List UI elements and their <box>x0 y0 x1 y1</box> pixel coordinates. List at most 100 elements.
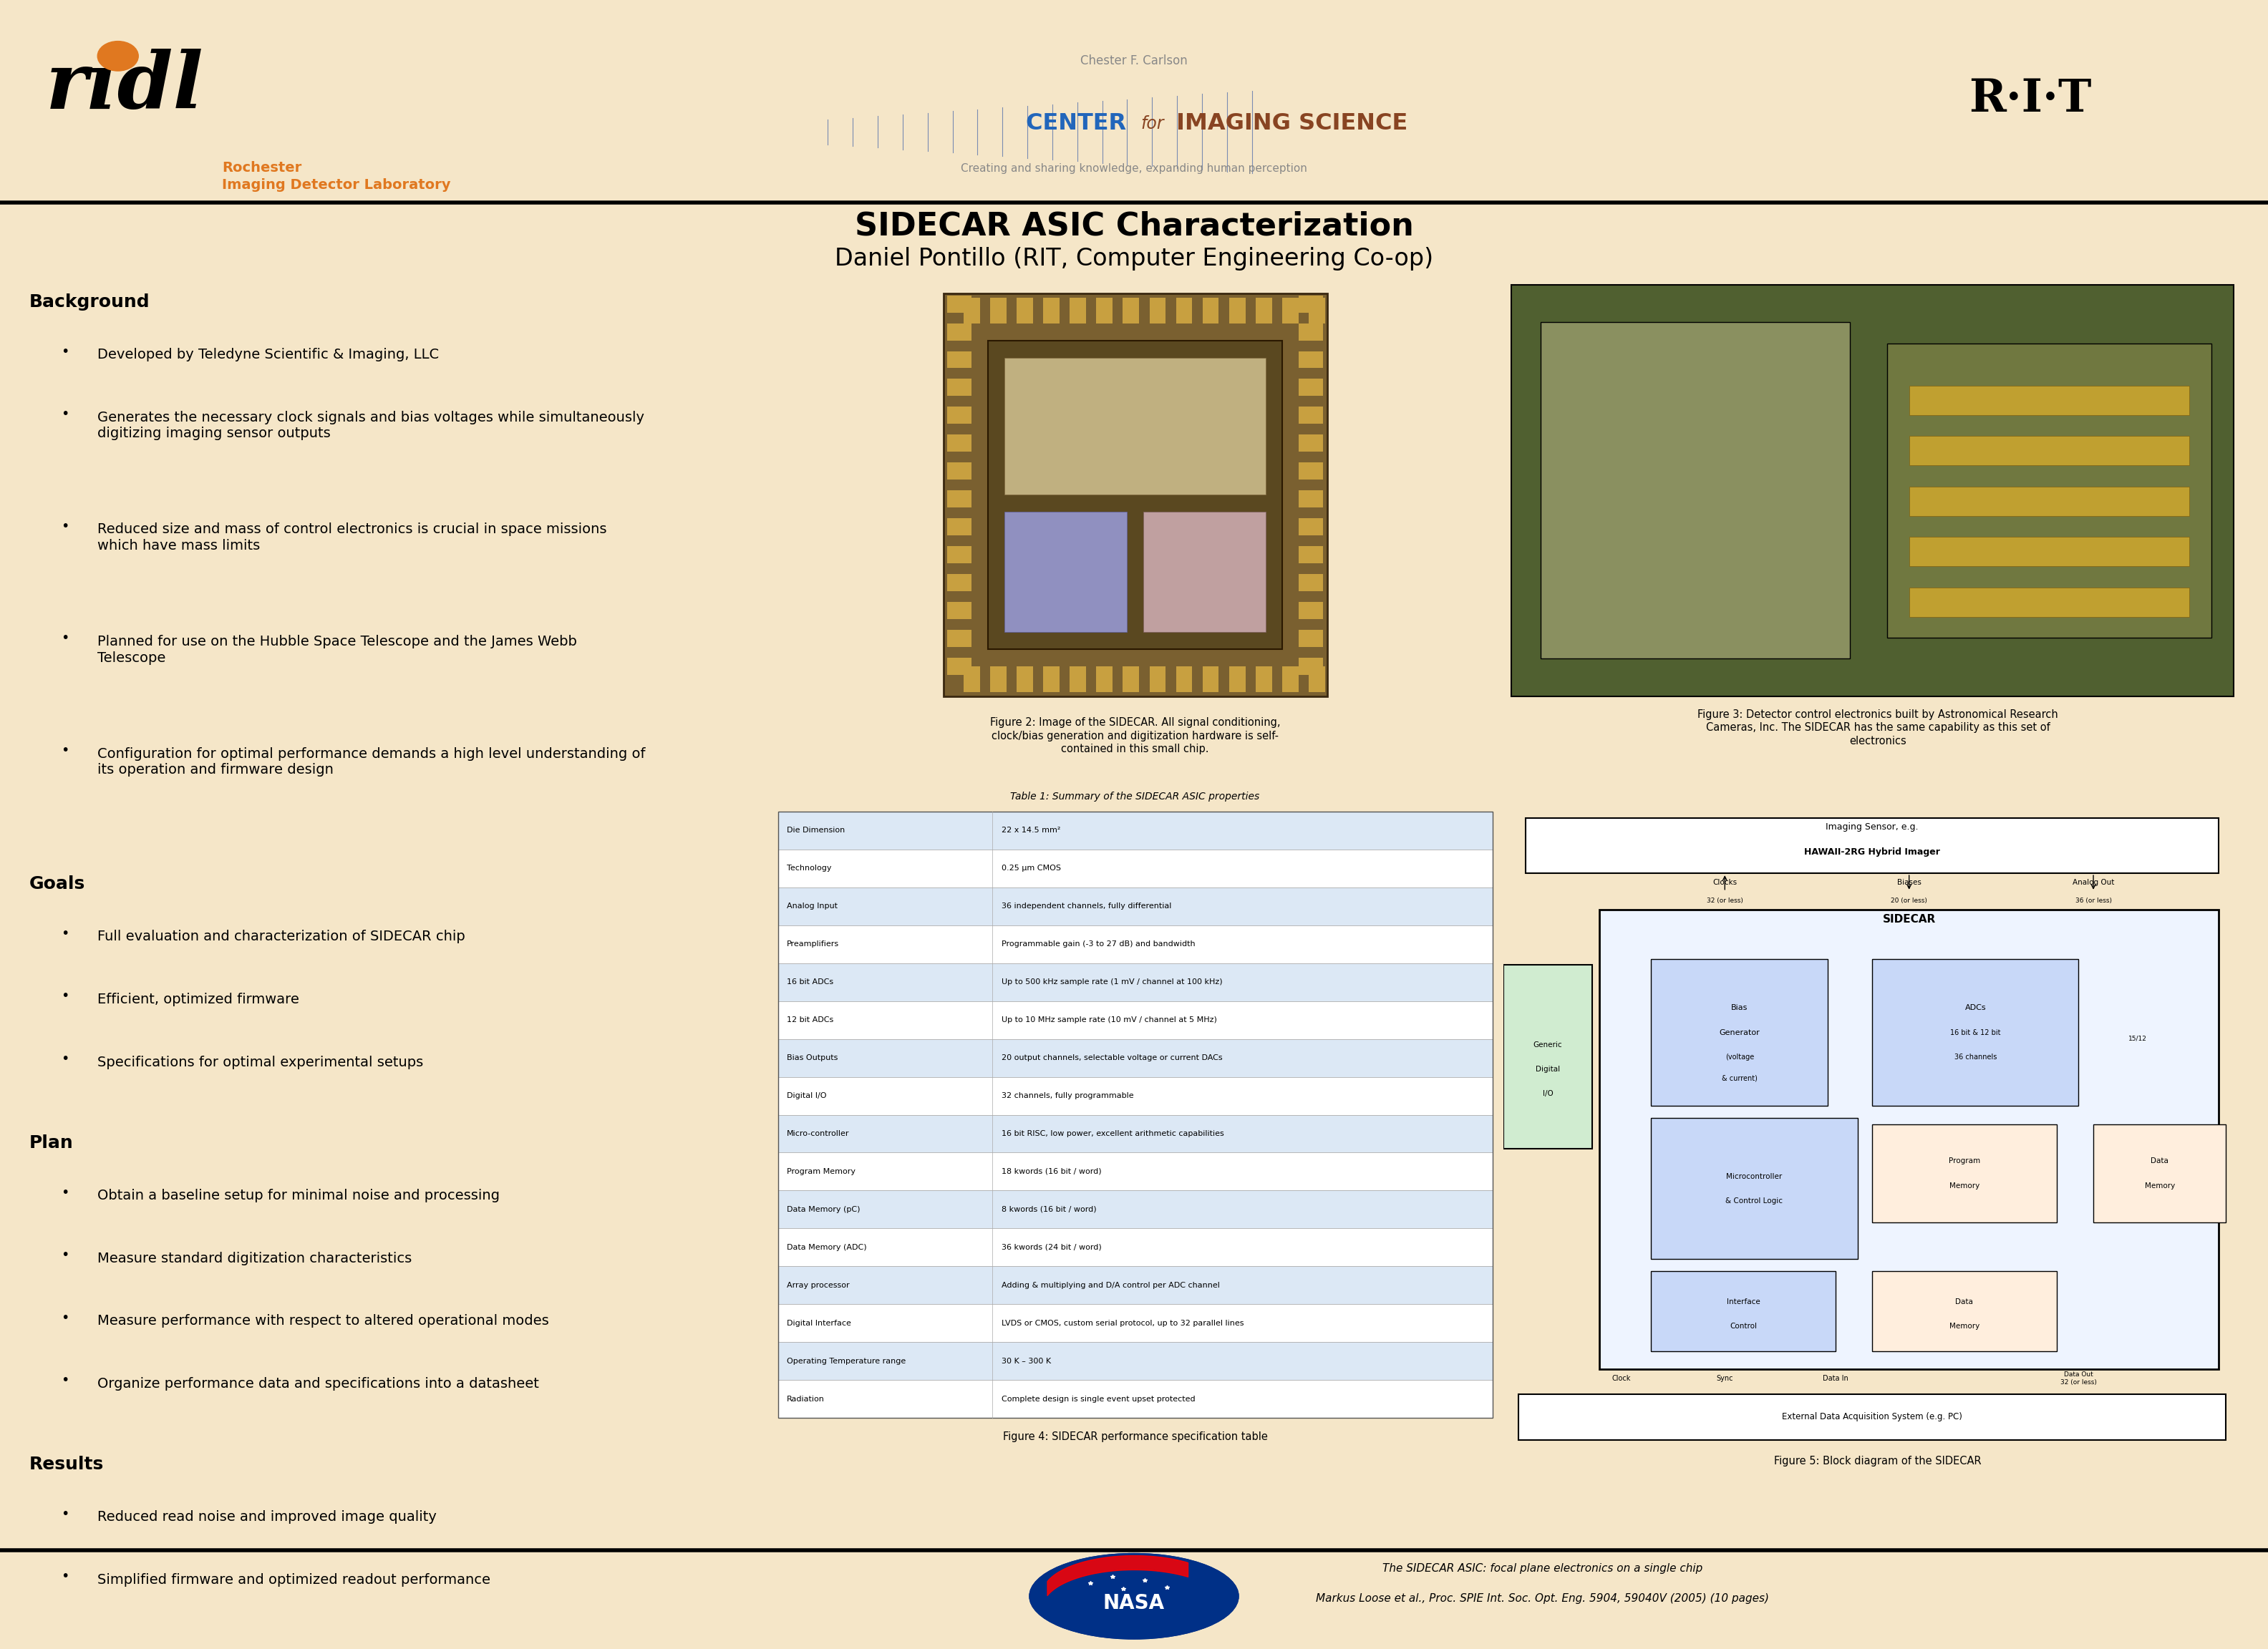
Text: Measure standard digitization characteristics: Measure standard digitization characteri… <box>98 1252 413 1265</box>
Bar <box>778 1304 1492 1342</box>
Text: 36 independent channels, fully differential: 36 independent channels, fully different… <box>1002 902 1170 910</box>
Text: •: • <box>61 1570 70 1583</box>
Bar <box>1873 960 2080 1106</box>
Bar <box>778 1115 1492 1153</box>
Bar <box>778 811 1492 849</box>
Bar <box>1651 1118 1857 1260</box>
Bar <box>1520 1393 2227 1440</box>
Text: & Control Logic: & Control Logic <box>1726 1197 1783 1204</box>
Text: Configuration for optimal performance demands a high level understanding of
its : Configuration for optimal performance de… <box>98 747 646 777</box>
Text: Preamplifiers: Preamplifiers <box>787 940 839 948</box>
Bar <box>778 1001 1492 1039</box>
Bar <box>1300 323 1322 340</box>
Text: ADCs: ADCs <box>1964 1004 1987 1011</box>
Text: Complete design is single event upset protected: Complete design is single event upset pr… <box>1002 1395 1195 1403</box>
Text: Generator: Generator <box>1719 1029 1760 1036</box>
Text: Figure 5: Block diagram of the SIDECAR: Figure 5: Block diagram of the SIDECAR <box>1774 1456 1982 1468</box>
Text: 16 bit & 12 bit: 16 bit & 12 bit <box>1950 1029 2000 1036</box>
Text: Chester F. Carlson: Chester F. Carlson <box>1080 54 1188 68</box>
Bar <box>778 925 1492 963</box>
Text: 32 (or less): 32 (or less) <box>1706 897 1744 904</box>
Text: Data: Data <box>1955 1298 1973 1306</box>
Text: 20 (or less): 20 (or less) <box>1892 897 1928 904</box>
Bar <box>1300 462 1322 480</box>
295 K <box>25 1535 52 1555</box>
Text: •: • <box>61 407 70 420</box>
Bar <box>1300 295 1322 313</box>
Text: 36 (or less): 36 (or less) <box>2075 897 2112 904</box>
Bar <box>1281 297 1300 323</box>
Bar <box>1300 490 1322 508</box>
Bar <box>989 340 1281 650</box>
Text: •: • <box>61 744 70 757</box>
Bar <box>948 518 973 536</box>
Bar <box>778 887 1492 925</box>
Text: Figure 4: SIDECAR performance specification table: Figure 4: SIDECAR performance specificat… <box>1002 1431 1268 1443</box>
Bar <box>1229 297 1245 323</box>
Text: Rochester
Imaging Detector Laboratory: Rochester Imaging Detector Laboratory <box>222 162 451 191</box>
Text: 0.25 μm CMOS: 0.25 μm CMOS <box>1002 864 1061 872</box>
Bar <box>1873 1271 2057 1351</box>
Bar <box>1202 297 1218 323</box>
Text: LVDS or CMOS, custom serial protocol, up to 32 parallel lines: LVDS or CMOS, custom serial protocol, up… <box>1002 1319 1243 1327</box>
Bar <box>1123 666 1139 693</box>
Bar <box>991 666 1007 693</box>
Text: Adding & multiplying and D/A control per ADC channel: Adding & multiplying and D/A control per… <box>1002 1281 1220 1290</box>
Text: Up to 500 kHz sample rate (1 mV / channel at 100 kHz): Up to 500 kHz sample rate (1 mV / channe… <box>1002 978 1222 986</box>
Circle shape <box>1030 1553 1238 1639</box>
Text: Bias: Bias <box>1730 1004 1749 1011</box>
Text: Reduced size and mass of control electronics is crucial in space missions
which : Reduced size and mass of control electro… <box>98 523 608 552</box>
Text: I/O: I/O <box>1542 1090 1554 1097</box>
Bar <box>948 462 973 480</box>
Bar <box>948 574 973 592</box>
Bar <box>1043 666 1059 693</box>
Text: Up to 10 MHz sample rate (10 mV / channel at 5 MHz): Up to 10 MHz sample rate (10 mV / channe… <box>1002 1016 1216 1024</box>
Text: The SIDECAR ASIC: focal plane electronics on a single chip: The SIDECAR ASIC: focal plane electronic… <box>1381 1563 1703 1575</box>
Text: •: • <box>61 519 70 533</box>
Bar <box>1256 666 1272 693</box>
Text: Full evaluation and characterization of SIDECAR chip: Full evaluation and characterization of … <box>98 930 465 943</box>
Text: Data Memory (pC): Data Memory (pC) <box>787 1205 860 1214</box>
Text: Markus Loose et al., Proc. SPIE Int. Soc. Opt. Eng. 5904, 59040V (2005) (10 page: Markus Loose et al., Proc. SPIE Int. Soc… <box>1315 1593 1769 1604</box>
Text: Analog Out: Analog Out <box>2073 879 2114 886</box>
Text: IMAGING SCIENCE: IMAGING SCIENCE <box>1168 112 1408 135</box>
Bar <box>778 1342 1492 1380</box>
Bar <box>1540 323 1851 660</box>
Bar <box>1300 379 1322 396</box>
Text: Goals: Goals <box>29 876 86 892</box>
Text: Imaging Sensor, e.g.: Imaging Sensor, e.g. <box>1826 823 1919 833</box>
Bar <box>1309 666 1325 693</box>
Text: 22 x 14.5 mm²: 22 x 14.5 mm² <box>1002 826 1061 834</box>
Text: Digital: Digital <box>1535 1065 1560 1073</box>
Bar <box>2093 1125 2227 1222</box>
Text: 30 K – 300 K: 30 K – 300 K <box>1002 1357 1050 1365</box>
Text: Figure 2: Image of the SIDECAR. All signal conditioning,
clock/bias generation a: Figure 2: Image of the SIDECAR. All sign… <box>991 717 1279 755</box>
Text: Table 1: Summary of the SIDECAR ASIC properties: Table 1: Summary of the SIDECAR ASIC pro… <box>1012 792 1259 801</box>
Text: Background: Background <box>29 294 150 310</box>
Bar <box>948 490 973 508</box>
Text: Technology: Technology <box>787 864 832 872</box>
Text: Array processor: Array processor <box>787 1281 850 1290</box>
Bar <box>948 658 973 674</box>
Text: Daniel Pontillo (RIT, Computer Engineering Co-op): Daniel Pontillo (RIT, Computer Engineeri… <box>835 247 1433 270</box>
Bar <box>1910 386 2189 416</box>
Text: SIDECAR ASIC Characterization: SIDECAR ASIC Characterization <box>855 211 1413 241</box>
Bar <box>1599 910 2218 1369</box>
Bar <box>1043 297 1059 323</box>
Bar <box>1300 546 1322 564</box>
Bar <box>1300 407 1322 424</box>
Text: External Data Acquisition System (e.g. PC): External Data Acquisition System (e.g. P… <box>1783 1412 1962 1421</box>
Text: 32 channels, fully programmable: 32 channels, fully programmable <box>1002 1092 1134 1100</box>
Text: Creating and sharing knowledge, expanding human perception: Creating and sharing knowledge, expandin… <box>962 163 1306 173</box>
Text: •: • <box>61 345 70 358</box>
Bar <box>1143 511 1266 632</box>
Text: Efficient, optimized firmware: Efficient, optimized firmware <box>98 993 299 1006</box>
Bar <box>1256 297 1272 323</box>
Bar <box>1300 351 1322 368</box>
Bar <box>1651 1271 1835 1351</box>
Bar <box>1070 297 1086 323</box>
Text: 36 kwords (24 bit / word): 36 kwords (24 bit / word) <box>1002 1243 1102 1252</box>
Bar <box>1910 538 2189 566</box>
Text: Data In: Data In <box>1823 1375 1848 1382</box>
Text: Microcontroller: Microcontroller <box>1726 1172 1783 1181</box>
